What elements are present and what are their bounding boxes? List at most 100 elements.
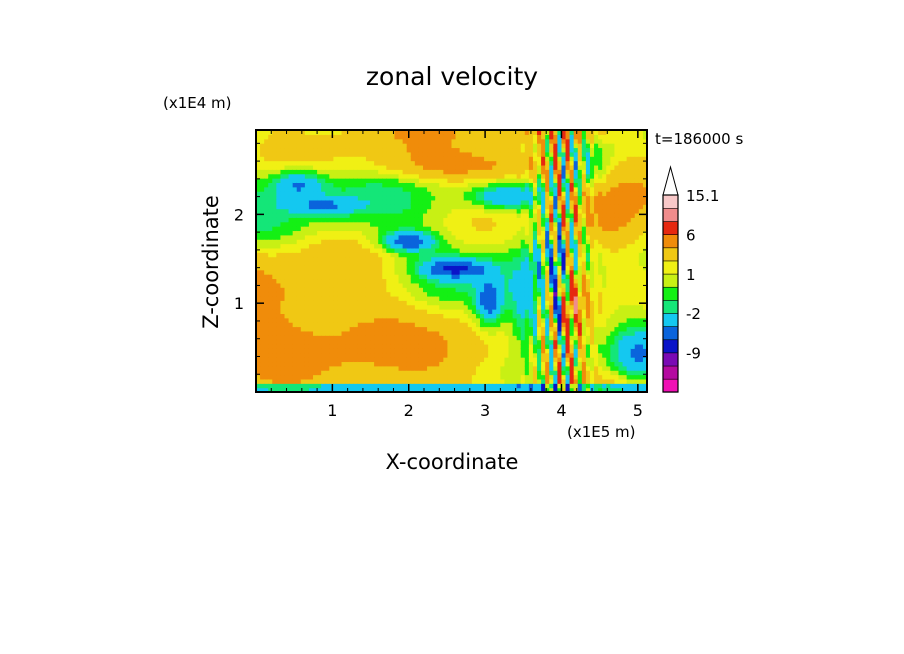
field-cell bbox=[524, 287, 530, 293]
field-cell bbox=[488, 234, 493, 240]
field-cell bbox=[268, 208, 273, 214]
field-cell bbox=[374, 164, 379, 170]
field-cell bbox=[443, 226, 449, 232]
field-cell bbox=[345, 217, 351, 223]
field-cell bbox=[418, 265, 424, 271]
field-cell bbox=[439, 317, 444, 323]
field-cell bbox=[288, 326, 294, 332]
field-cell bbox=[296, 164, 302, 170]
field-cell bbox=[325, 186, 330, 192]
field-cell bbox=[304, 156, 310, 162]
field-cell bbox=[341, 178, 347, 183]
field-cell bbox=[492, 378, 497, 384]
field-cell bbox=[300, 169, 306, 175]
field-cell bbox=[561, 217, 567, 223]
field-cell bbox=[361, 169, 367, 175]
field-cell bbox=[541, 130, 546, 135]
field-cell bbox=[272, 169, 277, 175]
field-cell bbox=[573, 282, 579, 288]
field-cell bbox=[304, 178, 310, 183]
field-cell bbox=[553, 204, 558, 210]
field-cell bbox=[516, 261, 522, 266]
field-cell bbox=[337, 330, 343, 336]
field-cell bbox=[406, 370, 412, 376]
field-cell bbox=[585, 156, 591, 162]
field-cell bbox=[516, 178, 522, 183]
field-cell bbox=[329, 160, 334, 166]
field-cell bbox=[520, 173, 526, 179]
field-cell bbox=[463, 274, 469, 280]
field-cell bbox=[414, 169, 420, 175]
field-cell bbox=[471, 226, 477, 232]
field-cell bbox=[349, 252, 355, 258]
field-cell bbox=[463, 199, 469, 205]
field-cell bbox=[492, 164, 497, 170]
field-cell bbox=[463, 212, 469, 218]
field-cell bbox=[475, 156, 481, 162]
field-cell bbox=[589, 134, 595, 140]
field-cell bbox=[317, 274, 322, 280]
field-cell bbox=[561, 274, 567, 280]
field-cell bbox=[410, 274, 416, 280]
field-cell bbox=[345, 274, 351, 280]
field-cell bbox=[370, 282, 375, 288]
field-cell bbox=[463, 182, 469, 188]
field-cell bbox=[545, 291, 550, 297]
field-cell bbox=[459, 164, 465, 170]
field-cell bbox=[370, 212, 375, 218]
field-cell bbox=[565, 221, 571, 227]
field-cell bbox=[337, 243, 343, 249]
field-cell bbox=[288, 291, 294, 297]
field-cell bbox=[459, 326, 465, 332]
field-cell bbox=[308, 134, 314, 140]
field-cell bbox=[308, 295, 314, 301]
field-cell bbox=[357, 256, 363, 262]
field-cell bbox=[402, 265, 408, 271]
field-cell bbox=[528, 343, 534, 349]
field-cell bbox=[512, 365, 518, 371]
field-cell bbox=[508, 317, 514, 323]
field-cell bbox=[553, 265, 558, 271]
field-cell bbox=[585, 151, 591, 157]
field-cell bbox=[390, 317, 396, 323]
field-cell bbox=[382, 191, 387, 197]
field-cell bbox=[439, 343, 444, 349]
field-cell bbox=[402, 195, 408, 201]
field-cell bbox=[268, 343, 273, 349]
field-cell bbox=[585, 147, 591, 153]
field-cell bbox=[264, 265, 269, 271]
field-cell bbox=[528, 164, 534, 170]
field-cell bbox=[585, 252, 591, 258]
field-cell bbox=[545, 217, 550, 223]
field-cell bbox=[292, 226, 298, 232]
field-cell bbox=[467, 352, 473, 358]
field-cell bbox=[431, 357, 436, 363]
field-cell bbox=[374, 330, 379, 336]
field-cell bbox=[541, 378, 546, 384]
field-cell bbox=[500, 151, 506, 157]
field-cell bbox=[337, 291, 343, 297]
field-cell bbox=[284, 182, 290, 188]
field-cell bbox=[410, 199, 416, 205]
field-cell bbox=[581, 309, 587, 314]
field-cell bbox=[589, 138, 595, 144]
field-cell bbox=[256, 365, 261, 371]
field-cell bbox=[280, 326, 286, 332]
field-cell bbox=[386, 199, 391, 205]
field-cell bbox=[386, 300, 391, 306]
field-cell bbox=[410, 309, 416, 314]
field-cell bbox=[500, 339, 506, 345]
field-cell bbox=[447, 221, 453, 227]
field-cell bbox=[345, 230, 351, 236]
field-cell bbox=[496, 313, 501, 319]
field-cell bbox=[577, 348, 583, 354]
field-cell bbox=[528, 261, 534, 266]
field-cell bbox=[353, 278, 359, 284]
field-cell bbox=[317, 204, 322, 210]
field-cell bbox=[565, 143, 571, 149]
field-cell bbox=[467, 343, 473, 349]
field-cell bbox=[276, 208, 282, 214]
field-cell bbox=[447, 195, 453, 201]
field-cell bbox=[549, 195, 554, 201]
field-cell bbox=[276, 256, 282, 262]
